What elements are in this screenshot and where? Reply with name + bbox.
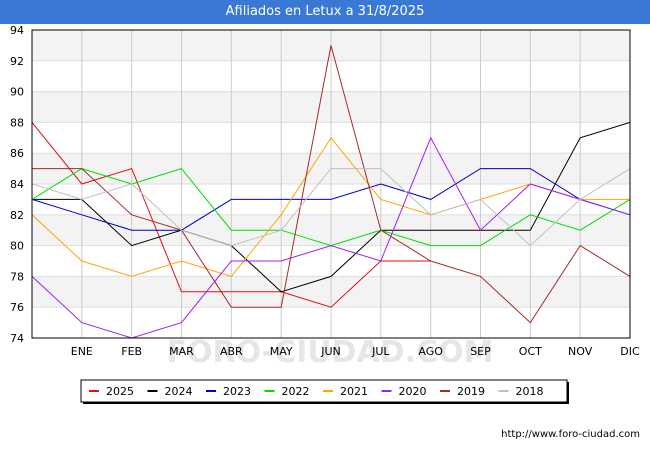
x-tick-label-oct: OCT: [519, 345, 542, 358]
y-tick-label-78: 78: [10, 270, 24, 283]
x-tick-label-ago: AGO: [418, 345, 443, 358]
series-line-2018: [31, 168, 631, 247]
series-line-2024: [32, 121, 631, 293]
y-tick-label-74: 74: [10, 332, 24, 345]
legend-label-2023: 2023: [223, 385, 251, 398]
y-tick-label-84: 84: [10, 178, 24, 191]
y-axis-ticks: 74 76 78 80 82 84 86 88 90 92 94: [10, 24, 24, 345]
x-tick-label-may: MAY: [270, 345, 293, 358]
watermark: FORO-CIUDAD.COM: [167, 335, 494, 370]
y-tick-label-76: 76: [10, 301, 24, 314]
series-line-2025: [31, 122, 431, 308]
legend-label-2024: 2024: [165, 385, 193, 398]
legend-label-2018: 2018: [516, 385, 544, 398]
legend-label-2021: 2021: [340, 385, 368, 398]
x-tick-label-nov: NOV: [568, 345, 593, 358]
x-tick-label-feb: FEB: [121, 345, 142, 358]
chart-title: Afiliados en Letux a 31/8/2025: [0, 0, 650, 24]
x-tick-label-ene: ENE: [71, 345, 93, 358]
y-tick-label-92: 92: [10, 55, 24, 68]
x-tick-label-mar: MAR: [169, 345, 194, 358]
x-tick-label-sep: SEP: [470, 345, 491, 358]
series-lines: [31, 45, 631, 339]
x-axis-ticks: ENE FEB MAR ABR MAY JUN JUL AGO SEP OCT NOV DIC: [71, 345, 640, 358]
x-tick-label-jul: JUL: [371, 345, 390, 358]
y-tick-label-80: 80: [10, 240, 24, 253]
legend-label-2025: 2025: [106, 385, 134, 398]
plot-frame: [31, 29, 631, 339]
source-url[interactable]: http://www.foro-ciudad.com: [501, 429, 640, 440]
x-tick-label-dic: DIC: [620, 345, 640, 358]
y-tick-label-86: 86: [10, 147, 24, 160]
legend-label-2019: 2019: [457, 385, 485, 398]
y-tick-label-90: 90: [10, 86, 24, 99]
legend-label-2022: 2022: [282, 385, 310, 398]
y-tick-label-82: 82: [10, 209, 24, 222]
series-line-2019: [32, 45, 631, 324]
y-tick-label-88: 88: [10, 116, 24, 129]
x-tick-label-jun: JUN: [320, 345, 341, 358]
series-line-2023: [31, 168, 631, 231]
y-tick-label-94: 94: [10, 24, 24, 37]
legend: 2025 2024 2023 2022 2021 2020 2019 2018: [80, 379, 569, 404]
x-tick-label-abr: ABR: [220, 345, 243, 358]
legend-label-2020: 2020: [399, 385, 427, 398]
